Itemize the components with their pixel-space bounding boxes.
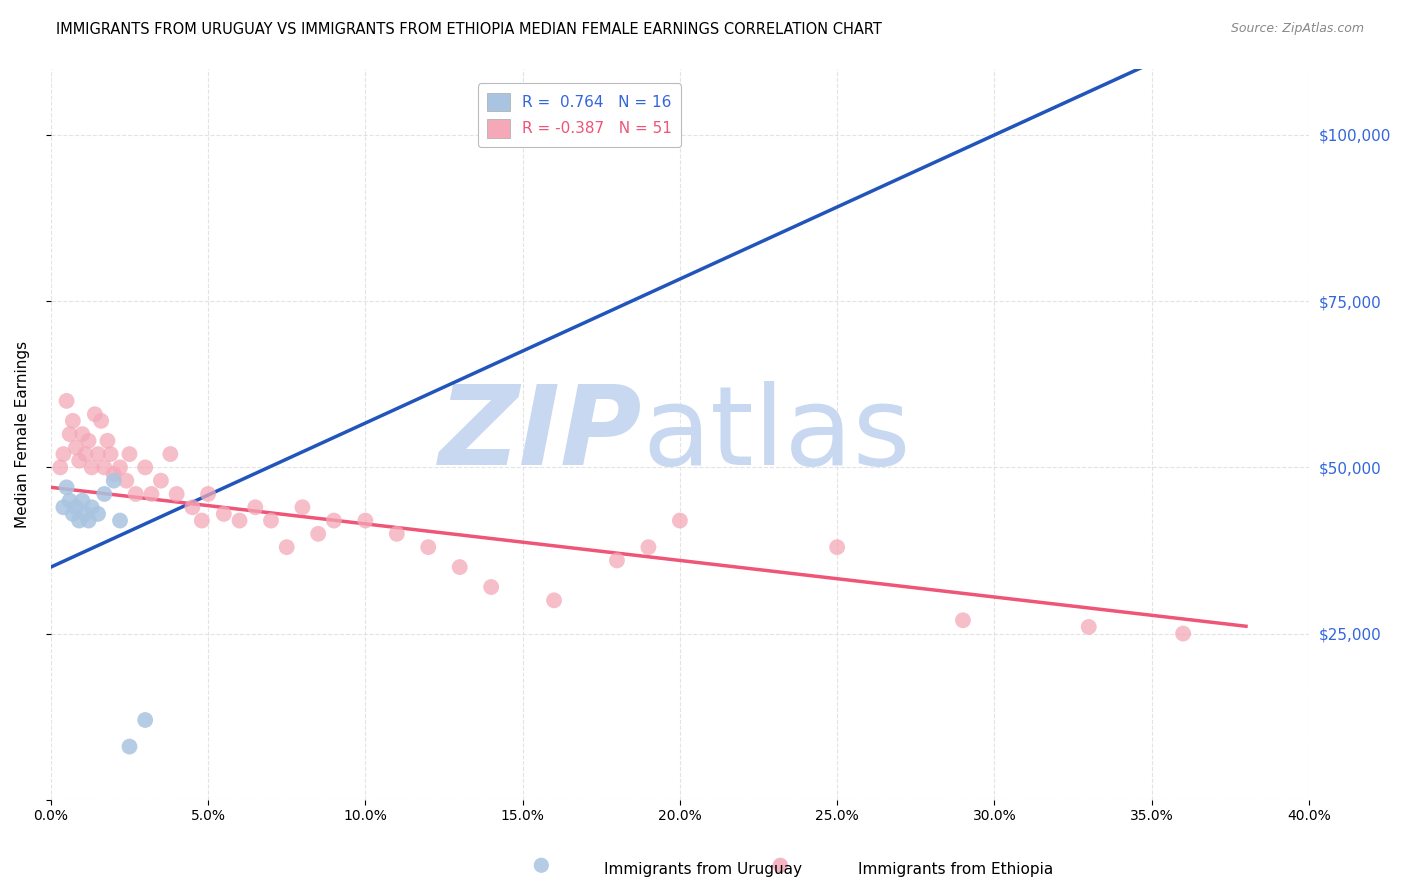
Point	[181, 500, 204, 515]
Point	[197, 487, 219, 501]
Point	[669, 514, 692, 528]
Point	[245, 500, 267, 515]
Point	[449, 560, 471, 574]
Point	[307, 526, 329, 541]
Point	[769, 858, 792, 872]
Point	[418, 540, 440, 554]
Point	[118, 447, 141, 461]
Point	[1077, 620, 1099, 634]
Point	[83, 407, 105, 421]
Point	[637, 540, 659, 554]
Point	[543, 593, 565, 607]
Point	[166, 487, 188, 501]
Point	[75, 507, 97, 521]
Point	[149, 474, 172, 488]
Point	[141, 487, 163, 501]
Point	[108, 514, 131, 528]
Point	[606, 553, 628, 567]
Point	[212, 507, 235, 521]
Text: Source: ZipAtlas.com: Source: ZipAtlas.com	[1230, 22, 1364, 36]
Point	[65, 500, 87, 515]
Point	[75, 447, 97, 461]
Text: IMMIGRANTS FROM URUGUAY VS IMMIGRANTS FROM ETHIOPIA MEDIAN FEMALE EARNINGS CORRE: IMMIGRANTS FROM URUGUAY VS IMMIGRANTS FR…	[56, 22, 882, 37]
Point	[825, 540, 848, 554]
Point	[80, 460, 103, 475]
Point	[118, 739, 141, 754]
Point	[55, 480, 77, 494]
Point	[125, 487, 148, 501]
Point	[49, 460, 72, 475]
Text: ZIP: ZIP	[439, 381, 643, 488]
Point	[159, 447, 181, 461]
Point	[322, 514, 344, 528]
Point	[52, 500, 75, 515]
Point	[87, 447, 110, 461]
Point	[62, 507, 84, 521]
Point	[103, 467, 125, 481]
Point	[191, 514, 214, 528]
Point	[67, 454, 90, 468]
Point	[260, 514, 283, 528]
Point	[59, 493, 82, 508]
Text: Immigrants from Ethiopia: Immigrants from Ethiopia	[859, 863, 1053, 877]
Point	[59, 427, 82, 442]
Point	[77, 514, 100, 528]
Point	[291, 500, 314, 515]
Point	[276, 540, 298, 554]
Point	[80, 500, 103, 515]
Legend: R =  0.764   N = 16, R = -0.387   N = 51: R = 0.764 N = 16, R = -0.387 N = 51	[478, 84, 681, 146]
Point	[103, 474, 125, 488]
Point	[77, 434, 100, 448]
Point	[134, 713, 156, 727]
Point	[93, 487, 115, 501]
Point	[65, 441, 87, 455]
Point	[228, 514, 250, 528]
Point	[100, 447, 122, 461]
Point	[952, 613, 974, 627]
Point	[52, 447, 75, 461]
Point	[55, 393, 77, 408]
Point	[87, 507, 110, 521]
Point	[90, 414, 112, 428]
Point	[72, 493, 94, 508]
Point	[115, 474, 138, 488]
Point	[134, 460, 156, 475]
Point	[93, 460, 115, 475]
Point	[354, 514, 377, 528]
Point	[96, 434, 118, 448]
Text: Immigrants from Uruguay: Immigrants from Uruguay	[605, 863, 801, 877]
Text: atlas: atlas	[643, 381, 911, 488]
Point	[108, 460, 131, 475]
Point	[479, 580, 502, 594]
Y-axis label: Median Female Earnings: Median Female Earnings	[15, 341, 30, 528]
Point	[1171, 626, 1194, 640]
Point	[67, 514, 90, 528]
Point	[62, 414, 84, 428]
Point	[72, 427, 94, 442]
Point	[530, 858, 553, 872]
Point	[385, 526, 408, 541]
